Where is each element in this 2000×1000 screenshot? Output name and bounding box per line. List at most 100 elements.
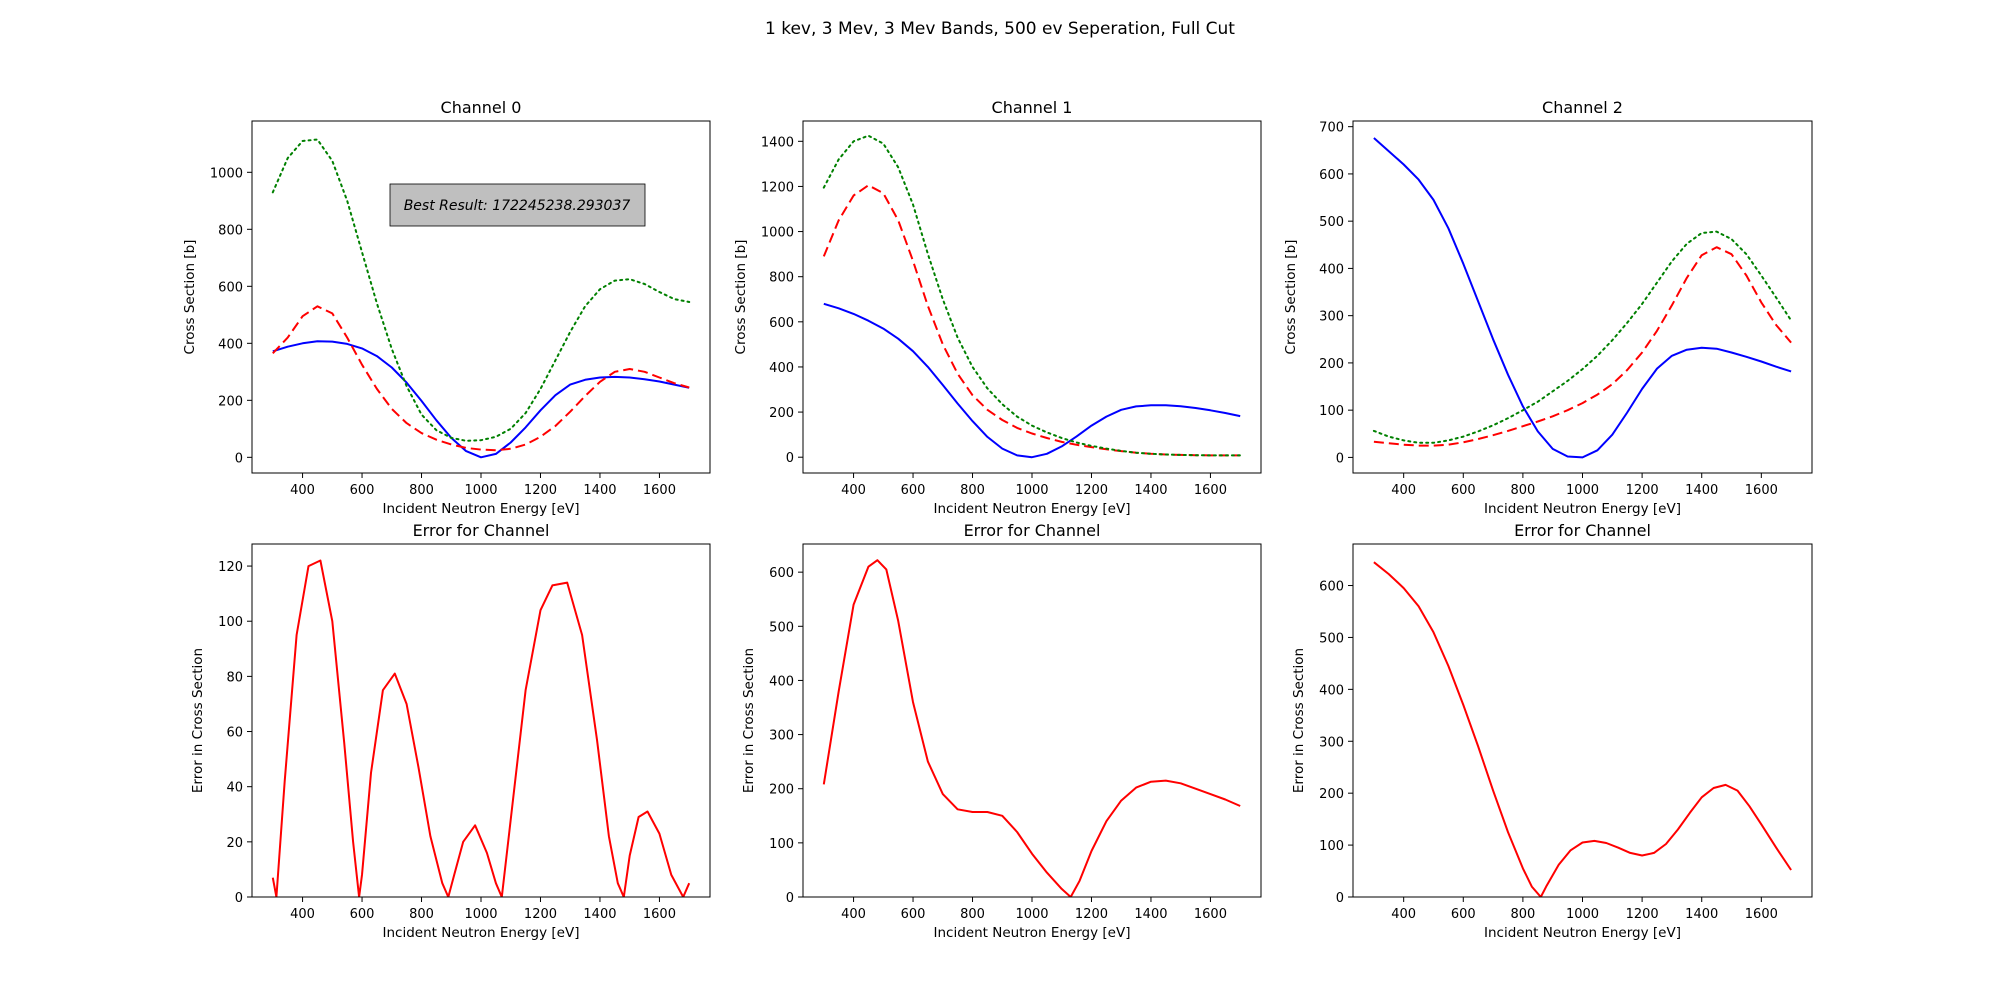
y-tick-label: 300 [769,729,794,744]
y-tick-label: 40 [226,781,243,796]
y-axis-label: Error in Cross Section [741,648,757,793]
y-tick-label: 100 [218,615,243,630]
y-tick-label: 0 [1336,451,1344,466]
x-tick-label: 1200 [1075,907,1108,922]
chart-title: Channel 1 [992,98,1073,117]
x-axis-label: Incident Neutron Energy [eV] [934,925,1131,941]
chart-title: Error for Channel [964,521,1101,540]
best-result-annotation: Best Result: 172245238.293037 [389,183,646,227]
x-tick-label: 800 [409,483,434,498]
series-line-1-2 [822,134,1242,457]
x-tick-label: 400 [290,907,315,922]
x-tick-label: 1600 [643,483,676,498]
series-line-2-0 [1373,137,1792,459]
x-tick-label: 1600 [643,907,676,922]
x-tick-label: 1000 [464,907,497,922]
figure-suptitle: 1 kev, 3 Mev, 3 Mev Bands, 500 ev Sepera… [765,19,1235,39]
plot-frame [251,543,711,898]
x-tick-label: 400 [1391,907,1416,922]
x-tick-label: 800 [1510,907,1535,922]
x-tick-label: 1400 [1134,483,1167,498]
y-tick-label: 400 [1319,683,1344,698]
plot-frame [802,543,1262,898]
y-axis-label: Cross Section [b] [1283,240,1299,355]
chart-panel-2: 400 600 800 1000 1200 1400 1600 0 100 200 300 400 50… [1283,98,1813,517]
x-tick-label: 1400 [583,907,616,922]
y-tick-label: 0 [786,891,794,906]
series-line-5-0 [1373,561,1792,897]
y-axis-label: Cross Section [b] [182,240,198,355]
x-tick-label: 800 [960,483,985,498]
y-tick-label: 600 [1319,580,1344,595]
plot-frame [1352,543,1813,898]
x-tick-label: 1000 [1015,907,1048,922]
x-tick-label: 1400 [1134,907,1167,922]
series-line-1-1 [822,184,1241,457]
x-axis-label: Incident Neutron Energy [eV] [383,925,580,941]
x-tick-label: 600 [1451,483,1476,498]
y-axis-label: Error in Cross Section [1291,648,1307,793]
x-tick-label: 600 [350,483,375,498]
y-tick-label: 80 [226,670,243,685]
chart-panel-0: 400 600 800 1000 1200 1400 1600 0 200 400 600 800 10… [182,98,711,517]
x-tick-label: 1400 [1685,907,1718,922]
y-tick-label: 300 [1319,735,1344,750]
annotation-box [389,183,646,227]
x-tick-label: 1600 [1194,907,1227,922]
y-tick-label: 400 [769,361,794,376]
chart-panel-3: 400 600 800 1000 1200 1400 1600 0 20 40 60 80 100 120… [190,521,711,941]
y-tick-label: 0 [235,451,243,466]
x-axis-label: Incident Neutron Energy [eV] [934,501,1131,517]
y-tick-label: 600 [218,280,243,295]
y-tick-label: 600 [1319,168,1344,183]
x-tick-label: 1000 [1015,483,1048,498]
x-axis-label: Incident Neutron Energy [eV] [1484,501,1681,517]
x-tick-label: 1200 [524,483,557,498]
series-line-3-0 [271,559,691,897]
x-tick-label: 1600 [1745,483,1778,498]
y-axis-label: Error in Cross Section [190,648,206,793]
x-tick-label: 1200 [1626,907,1659,922]
chart-title: Error for Channel [1514,521,1651,540]
y-tick-label: 400 [769,674,794,689]
y-tick-label: 600 [769,316,794,331]
y-tick-label: 700 [1319,121,1344,136]
x-tick-label: 800 [1510,483,1535,498]
x-tick-label: 600 [901,483,926,498]
x-tick-label: 1200 [1626,483,1659,498]
series-line-2-2 [1372,230,1793,444]
plot-frame [1352,120,1813,474]
y-tick-label: 0 [786,451,794,466]
x-tick-label: 400 [290,483,315,498]
series-line-0-2 [271,138,691,442]
y-tick-label: 1000 [761,226,794,241]
x-tick-label: 800 [960,907,985,922]
y-tick-label: 1000 [210,166,243,181]
y-tick-label: 500 [1319,631,1344,646]
x-tick-label: 1600 [1194,483,1227,498]
x-tick-label: 600 [901,907,926,922]
y-tick-label: 800 [769,271,794,286]
series-line-4-0 [822,559,1241,897]
x-tick-label: 1000 [1566,907,1599,922]
series-line-1-0 [823,302,1241,459]
chart-panel-5: 400 600 800 1000 1200 1400 1600 0 100 200 300 400 50… [1291,521,1813,941]
x-tick-label: 1400 [1685,483,1718,498]
x-tick-label: 400 [841,907,866,922]
y-tick-label: 120 [218,560,243,575]
y-tick-label: 800 [218,223,243,238]
y-tick-label: 100 [1319,404,1344,419]
y-tick-label: 200 [769,406,794,421]
plot-frame [251,120,711,474]
y-tick-label: 300 [1319,310,1344,325]
y-tick-label: 200 [218,394,243,409]
chart-title: Channel 0 [441,98,522,117]
chart-panel-4: 400 600 800 1000 1200 1400 1600 0 100 200 300 400 50… [741,521,1262,941]
y-tick-label: 200 [1319,357,1344,372]
y-tick-label: 0 [1336,891,1344,906]
x-tick-label: 400 [841,483,866,498]
chart-title: Channel 2 [1542,98,1623,117]
y-tick-label: 400 [1319,262,1344,277]
y-tick-label: 500 [769,620,794,635]
x-tick-label: 1000 [1566,483,1599,498]
